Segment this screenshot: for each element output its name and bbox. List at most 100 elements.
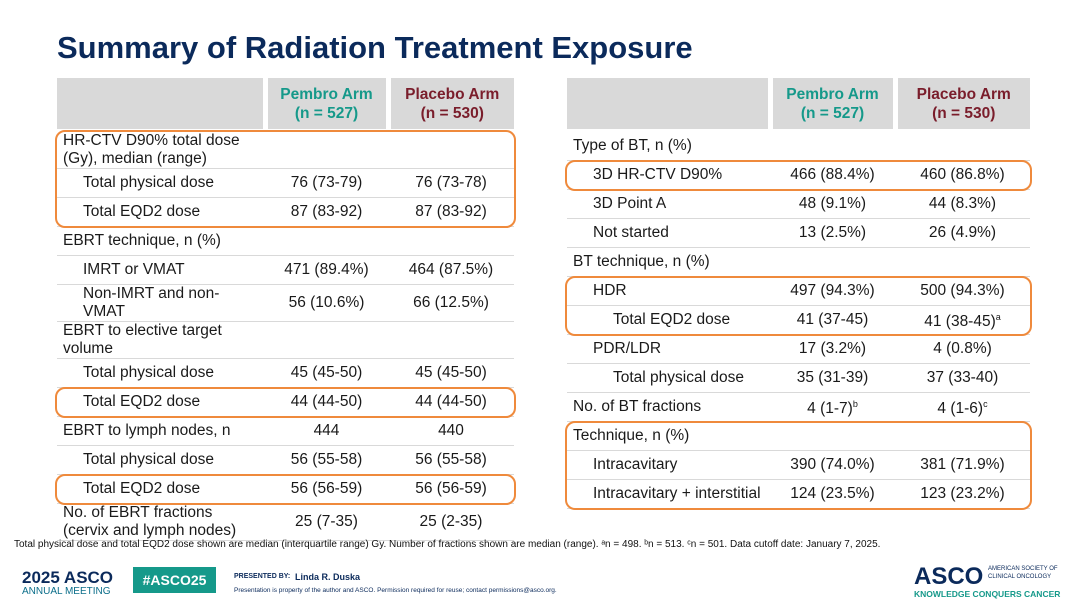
- row-label: Total physical dose: [567, 363, 770, 393]
- table-row: BT technique, n (%): [567, 247, 1030, 277]
- row-label: Total EQD2 dose: [57, 474, 265, 504]
- right-table: Pembro Arm (n = 527) Placebo Arm (n = 530) T…: [567, 78, 1030, 509]
- row-label: Total EQD2 dose: [567, 305, 770, 335]
- value-cell: 44 (44-50): [265, 387, 388, 417]
- row-label: EBRT to elective target volume: [57, 321, 265, 359]
- value-cell: 17 (3.2%): [770, 334, 895, 364]
- row-label: No. of EBRT fractions (cervix and lymph …: [57, 503, 265, 541]
- value-cell: 123 (23.2%): [895, 479, 1030, 509]
- header-row: Pembro Arm (n = 527) Placebo Arm (n = 530): [567, 78, 1030, 132]
- value-cell: [265, 226, 388, 256]
- value-cell: 25 (7-35): [265, 503, 388, 541]
- row-label: Total EQD2 dose: [57, 197, 265, 227]
- table-row: Total EQD2 dose 44 (44-50) 44 (44-50): [57, 387, 514, 417]
- society-1: AMERICAN SOCIETY OF: [988, 566, 1058, 572]
- value-cell: 76 (73-78): [388, 168, 514, 198]
- value-cell: 464 (87.5%): [388, 255, 514, 285]
- value-cell: 13 (2.5%): [770, 218, 895, 248]
- row-label: 3D HR-CTV D90%: [567, 160, 770, 190]
- table-row: Total EQD2 dose 41 (37-45) 41 (38-45)a: [567, 305, 1030, 335]
- table-row: EBRT to elective target volume: [57, 321, 514, 359]
- value-cell: 497 (94.3%): [770, 276, 895, 306]
- hashtag: #ASCO25: [133, 567, 216, 593]
- table-row: IMRT or VMAT 471 (89.4%) 464 (87.5%): [57, 255, 514, 285]
- value-cell: 45 (45-50): [388, 358, 514, 388]
- column-header: Pembro Arm (n = 527): [262, 78, 388, 132]
- value-cell: 26 (4.9%): [895, 218, 1030, 248]
- arm-name: Pembro Arm: [786, 85, 879, 103]
- value-text: 4 (1-7): [807, 400, 853, 418]
- table-row: Non-IMRT and non-VMAT 56 (10.6%) 66 (12.5%…: [57, 284, 514, 322]
- table-row: Technique, n (%): [567, 421, 1030, 451]
- value-cell: 66 (12.5%): [388, 284, 514, 322]
- arm-n: (n = 527): [800, 104, 865, 122]
- notice: Presentation is property of the author a…: [234, 587, 557, 594]
- table-row: PDR/LDR 17 (3.2%) 4 (0.8%): [567, 334, 1030, 364]
- arm-name: Placebo Arm: [916, 85, 1011, 103]
- table-row: 3D HR-CTV D90% 466 (88.4%) 460 (86.8%): [567, 160, 1030, 190]
- society-2: CLINICAL ONCOLOGY: [988, 574, 1052, 580]
- value-cell: 500 (94.3%): [895, 276, 1030, 306]
- value-cell: 471 (89.4%): [265, 255, 388, 285]
- value-cell: 35 (31-39): [770, 363, 895, 393]
- table-row: EBRT to lymph nodes, n 444 440: [57, 416, 514, 446]
- value-text: 4 (1-6): [937, 400, 984, 418]
- tagline: KNOWLEDGE CONQUERS CANCER: [914, 589, 1061, 599]
- meeting: ANNUAL MEETING: [22, 586, 111, 597]
- value-cell: 124 (23.5%): [770, 479, 895, 509]
- arm-n: (n = 530): [420, 104, 484, 122]
- table-row: Total physical dose 56 (55-58) 56 (55-58): [57, 445, 514, 475]
- value-cell: 4 (1-7)b: [770, 392, 895, 422]
- row-label: Total physical dose: [57, 168, 265, 198]
- value-cell: 44 (8.3%): [895, 189, 1030, 219]
- row-label: IMRT or VMAT: [57, 255, 265, 285]
- row-label: HR-CTV D90% total dose (Gy), median (ran…: [57, 130, 265, 169]
- table-row: Not started 13 (2.5%) 26 (4.9%): [567, 218, 1030, 248]
- row-label: No. of BT fractions: [567, 392, 770, 422]
- column-header: Placebo Arm (n = 530): [385, 78, 514, 132]
- row-label: PDR/LDR: [567, 334, 770, 364]
- value-cell: 41 (37-45): [770, 305, 895, 335]
- value-cell: 444: [265, 416, 388, 446]
- row-label: Not started: [567, 218, 770, 248]
- value-cell: 48 (9.1%): [770, 189, 895, 219]
- value-cell: [770, 130, 895, 161]
- value-cell: 56 (55-58): [265, 445, 388, 475]
- value-cell: 56 (56-59): [388, 474, 514, 504]
- arm-n: (n = 530): [932, 104, 996, 122]
- value-cell: 4 (0.8%): [895, 334, 1030, 364]
- value-cell: 56 (56-59): [265, 474, 388, 504]
- value-text: 41 (38-45): [924, 313, 996, 331]
- row-label: Type of BT, n (%): [567, 130, 770, 161]
- table-row: HDR 497 (94.3%) 500 (94.3%): [567, 276, 1030, 306]
- value-cell: 87 (83-92): [388, 197, 514, 227]
- value-cell: 45 (45-50): [265, 358, 388, 388]
- value-cell: [388, 130, 514, 169]
- value-cell: 87 (83-92): [265, 197, 388, 227]
- footnote: Total physical dose and total EQD2 dose …: [14, 539, 881, 550]
- footnote-mark: a: [995, 312, 1001, 323]
- row-label: 3D Point A: [567, 189, 770, 219]
- value-cell: [265, 130, 388, 169]
- arm-n: (n = 527): [294, 104, 359, 122]
- value-cell: [770, 247, 895, 277]
- row-label: EBRT technique, n (%): [57, 226, 265, 256]
- table-row: Total physical dose 35 (31-39) 37 (33-40): [567, 363, 1030, 393]
- header-cell: [567, 78, 770, 132]
- value-cell: [265, 321, 388, 359]
- row-label: HDR: [567, 276, 770, 306]
- table-row: EBRT technique, n (%): [57, 226, 514, 256]
- table-row: Total EQD2 dose 56 (56-59) 56 (56-59): [57, 474, 514, 504]
- value-cell: [770, 421, 895, 451]
- title: Summary of Radiation Treatment Exposure: [57, 30, 693, 65]
- value-cell: 460 (86.8%): [895, 160, 1030, 190]
- table-row: Total physical dose 76 (73-79) 76 (73-78): [57, 168, 514, 198]
- value-cell: 466 (88.4%): [770, 160, 895, 190]
- value-cell: 44 (44-50): [388, 387, 514, 417]
- table-row: 3D Point A 48 (9.1%) 44 (8.3%): [567, 189, 1030, 219]
- table-row: Total EQD2 dose 87 (83-92) 87 (83-92): [57, 197, 514, 227]
- table-row: Intracavitary 390 (74.0%) 381 (71.9%): [567, 450, 1030, 480]
- table-row: No. of BT fractions 4 (1-7)b 4 (1-6)c: [567, 392, 1030, 422]
- value-cell: 381 (71.9%): [895, 450, 1030, 480]
- arm-name: Placebo Arm: [405, 85, 500, 103]
